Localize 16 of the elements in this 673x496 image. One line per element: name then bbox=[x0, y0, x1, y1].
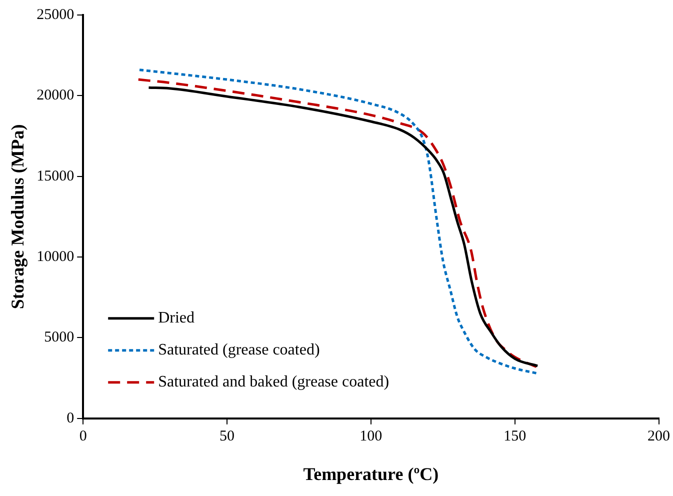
y-tick-label: 15000 bbox=[36, 168, 74, 184]
x-tick-label: 0 bbox=[79, 428, 87, 444]
x-axis-title: Temperature (ºC) bbox=[303, 464, 439, 484]
x-tick-label: 50 bbox=[220, 428, 235, 444]
y-tick-label: 25000 bbox=[36, 6, 74, 23]
y-tick-label: 10000 bbox=[36, 248, 74, 265]
y-tick-label: 20000 bbox=[36, 88, 74, 104]
y-tick-label: 0 bbox=[66, 410, 74, 426]
x-tick-label: 150 bbox=[504, 428, 526, 444]
legend-label: Dried bbox=[158, 310, 195, 327]
x-tick-label: 100 bbox=[360, 428, 382, 444]
x-tick-label: 200 bbox=[648, 428, 670, 444]
y-tick-label: 5000 bbox=[44, 330, 74, 346]
y-axis-title: Storage Modulus (MPa) bbox=[7, 124, 28, 310]
legend-label: Saturated (grease coated) bbox=[158, 342, 320, 359]
legend-label: Saturated and baked (grease coated) bbox=[158, 374, 390, 391]
